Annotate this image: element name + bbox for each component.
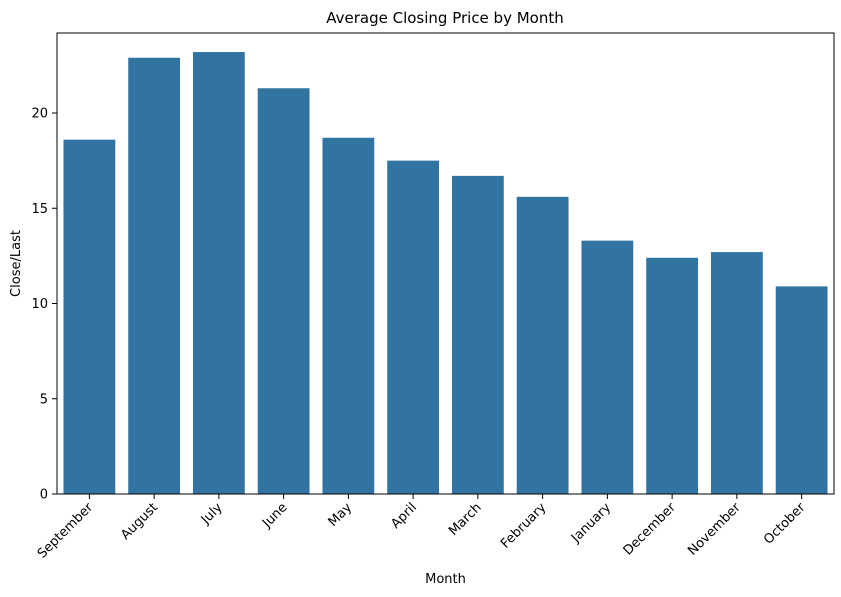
bar-october (775, 286, 828, 494)
y-tick-label: 5 (40, 392, 48, 407)
y-tick-label: 0 (40, 488, 48, 503)
x-tick-label: March (446, 500, 485, 539)
x-tick-label: June (259, 500, 290, 531)
x-tick-label: April (388, 500, 420, 532)
bar-september (63, 139, 116, 495)
x-tick-label: November (685, 500, 744, 559)
bar-january (581, 240, 634, 494)
x-tick-label: October (761, 500, 809, 548)
bar-july (192, 52, 245, 494)
plot-frame (56, 32, 835, 495)
bar-august (128, 57, 181, 494)
x-axis: September August July June May April March Febr… (35, 494, 809, 562)
bar-november (710, 252, 763, 494)
x-tick-label: January (568, 500, 614, 546)
x-tick-label: July (198, 500, 226, 528)
x-tick-label: September (35, 500, 97, 562)
y-axis-title: Close/Last (9, 230, 24, 297)
bar-december (646, 257, 699, 494)
bar-may (322, 137, 375, 495)
y-tick-label: 15 (31, 202, 48, 217)
x-axis-title: Month (425, 572, 466, 587)
bar-march (451, 175, 504, 495)
x-tick-label: February (498, 500, 550, 552)
bar-april (387, 160, 440, 494)
x-tick-label: August (118, 500, 161, 543)
bar-february (516, 196, 569, 494)
bar-june (257, 88, 310, 494)
y-tick-label: 20 (31, 107, 48, 122)
x-tick-label: December (621, 500, 680, 559)
bars-group (63, 52, 828, 495)
x-tick-label: May (326, 500, 356, 530)
y-tick-label: 10 (31, 297, 48, 312)
chart-title: Average Closing Price by Month (326, 9, 564, 27)
y-axis: 0 5 10 15 20 (31, 107, 57, 503)
